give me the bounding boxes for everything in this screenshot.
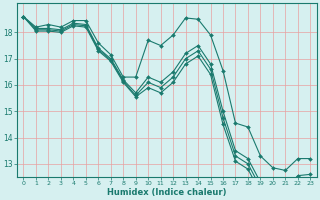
X-axis label: Humidex (Indice chaleur): Humidex (Indice chaleur) [107,188,227,197]
